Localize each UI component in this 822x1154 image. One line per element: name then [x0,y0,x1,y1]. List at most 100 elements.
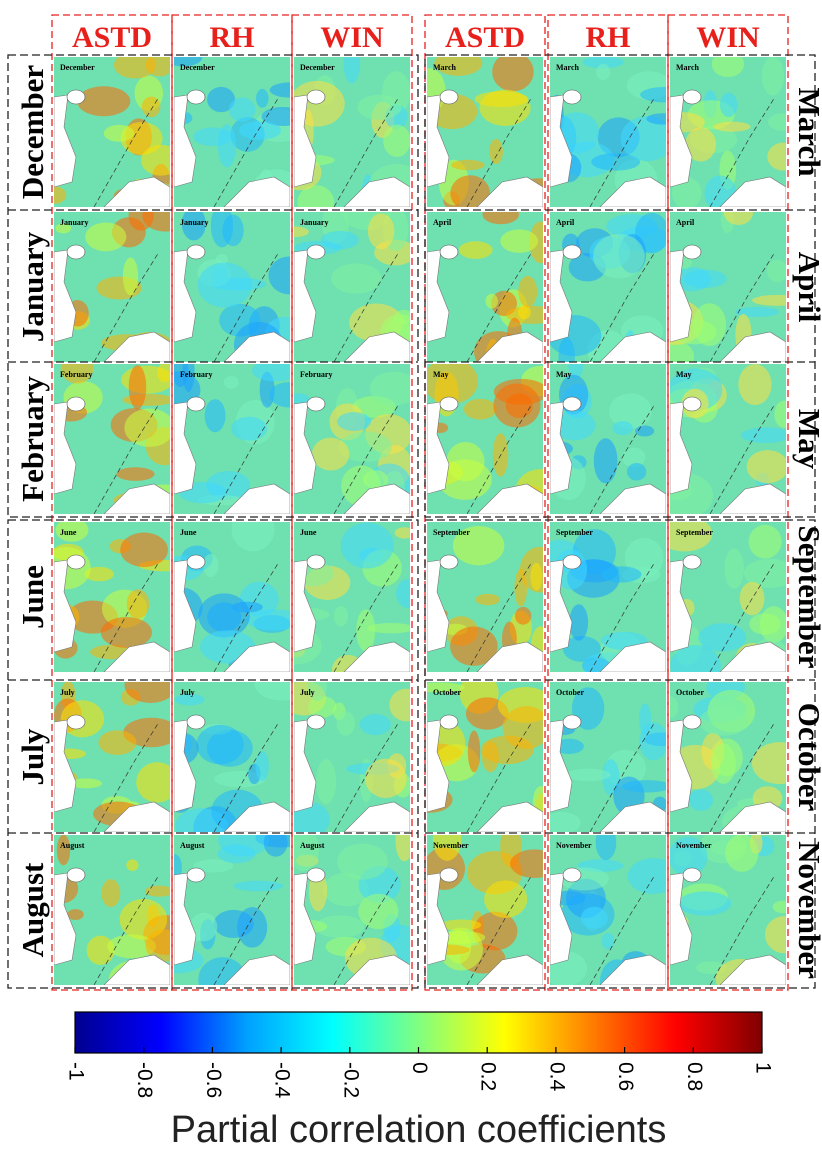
panel-label: September [676,528,713,537]
land [103,954,170,985]
row-label: February [15,376,50,502]
panel-label: March [676,63,700,72]
anomaly [467,730,481,773]
anomaly [752,294,786,306]
anomaly [126,589,150,619]
anomaly [479,89,531,126]
anomaly [621,447,646,468]
anomaly [337,843,388,880]
anomaly [233,880,284,892]
map-panel [174,212,290,362]
anomaly [119,898,168,940]
anomaly [294,393,310,405]
boundary [466,251,533,362]
map-panel [54,212,170,362]
anomaly [699,707,749,736]
anomaly [492,57,534,92]
island [682,244,702,260]
anomaly [364,758,407,798]
anomaly [189,912,218,942]
boundary [333,561,400,672]
map-panel [294,212,410,362]
anomaly [502,706,543,749]
land [719,641,786,672]
anomaly [142,212,170,232]
land [476,801,543,832]
panel-label: October [676,688,704,697]
panel-label: December [60,63,95,72]
map-panel [174,682,290,832]
anomaly [269,82,290,98]
map-panel [174,57,290,207]
anomaly [231,416,268,441]
panel-label: August [180,841,205,850]
anomaly [554,738,584,755]
island [562,244,582,260]
boundary [333,251,400,362]
panel-label: January [180,218,208,227]
column-header: ASTD [72,21,152,54]
map-panel [174,522,290,672]
anomaly [113,57,157,79]
land [599,954,666,985]
anomaly [238,121,282,140]
anomaly [323,872,370,907]
boundary [466,874,533,985]
map-panel [174,364,290,514]
anomaly [458,241,493,259]
anomaly [56,835,71,866]
anomaly [333,606,349,627]
anomaly [609,393,652,429]
anomaly [493,378,543,405]
anomaly [228,97,256,122]
anomaly [84,566,114,582]
island [186,554,206,570]
island [66,89,86,105]
map-panel [54,364,170,514]
anomaly [759,606,786,643]
boundary [589,874,656,985]
land [476,641,543,672]
anomaly [204,399,226,433]
land [343,331,410,362]
anomaly [475,593,501,606]
anomaly [620,116,666,162]
row-label: May [792,409,822,470]
anomaly [450,626,498,666]
boundary [333,874,400,985]
anomaly [748,524,782,559]
colorbar-label: Partial correlation coefficients [171,1109,667,1151]
tick-label: 0.6 [614,1062,637,1091]
boundary [466,561,533,672]
anomaly [394,309,410,325]
island [439,396,459,412]
anomaly [308,682,327,702]
anomaly [434,57,483,76]
column-frame [424,14,546,991]
panel-label: November [556,841,592,850]
panel-label: February [300,370,332,379]
panel-label: September [433,528,470,537]
anomaly [670,522,713,552]
panel-label: April [556,218,575,227]
anomaly [338,431,392,462]
tick-label: 1 [751,1062,774,1074]
land [223,641,290,672]
island [562,714,582,730]
anomaly [713,121,751,132]
boundary [93,403,160,514]
anomaly [580,906,608,929]
anomaly [518,304,531,320]
panel-label: May [556,370,572,379]
anomaly [627,858,666,894]
anomaly [140,144,170,176]
panel-label: August [300,841,325,850]
anomaly [157,364,170,383]
column-header: RH [210,21,255,54]
anomaly [336,711,356,736]
anomaly [174,57,203,67]
anomaly [100,617,152,648]
anomaly [122,257,139,296]
anomaly [340,522,394,569]
island [66,244,86,260]
